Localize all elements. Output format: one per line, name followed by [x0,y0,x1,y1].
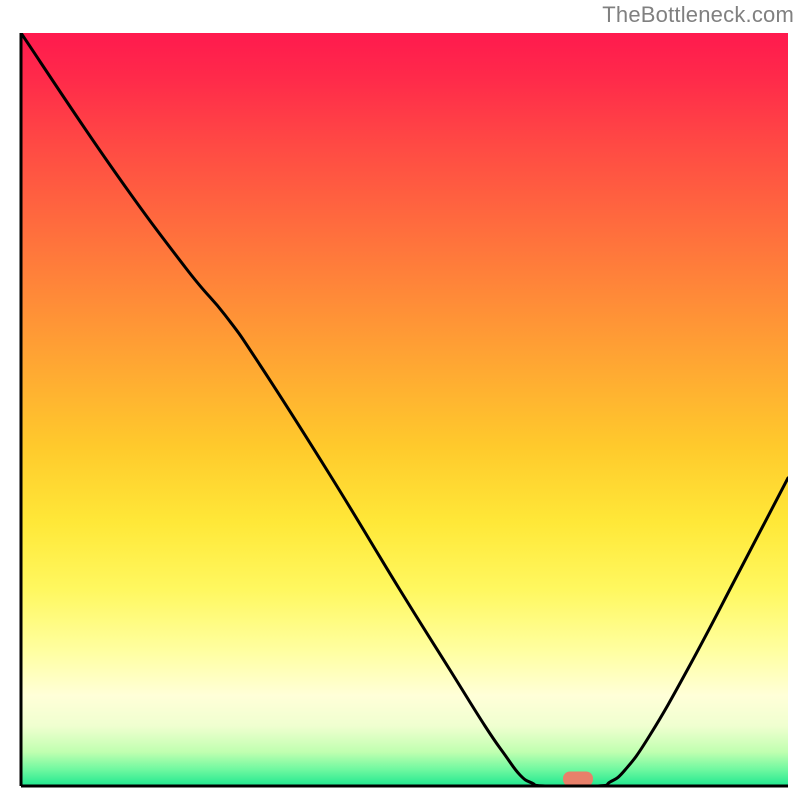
chart-container: TheBottleneck.com [0,0,800,800]
gradient-background [21,33,788,786]
optimal-marker [563,772,593,787]
watermark-text: TheBottleneck.com [602,2,794,28]
bottleneck-chart [0,0,800,800]
